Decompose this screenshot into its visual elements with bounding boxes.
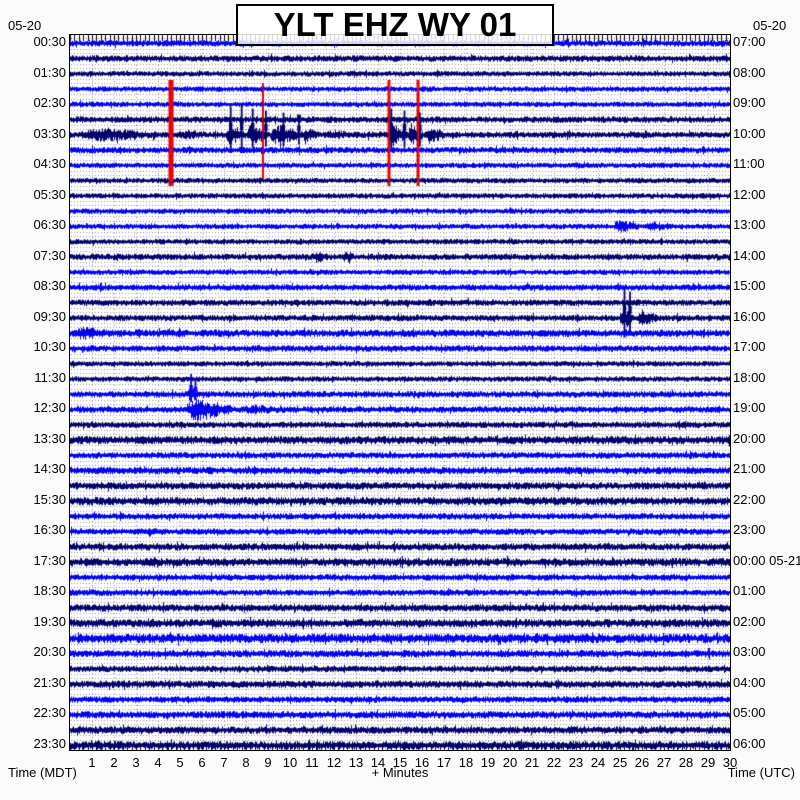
minute-label: 27 [656,755,672,770]
minute-label: 24 [590,755,606,770]
minute-label: 8 [242,755,250,770]
right-time-label: 14:00 [733,247,766,263]
left-time-label: 01:30 [33,64,66,80]
minute-label: 17 [436,755,452,770]
left-time-label: 05:30 [33,186,66,202]
right-time-label: 02:00 [733,613,766,629]
left-time-label: 11:30 [34,369,66,385]
minute-label: 11 [305,755,319,770]
right-time-label: 04:00 [733,674,766,690]
minute-label: 28 [678,755,694,770]
minutes-axis-title: + Minutes [371,765,429,780]
date-top-left: 05-20 [8,18,42,33]
right-time-label: 03:00 [733,644,766,660]
right-time-label: 15:00 [733,278,766,294]
left-time-label: 08:30 [33,278,66,294]
right-time-label: 18:00 [733,369,766,385]
minute-label: 19 [480,755,496,770]
minute-label: 1 [88,755,96,770]
right-time-label: 23:00 [733,522,766,538]
minute-label: 21 [524,755,540,770]
left-time-label: 10:30 [33,339,66,355]
station-title: YLT EHZ WY 01 [273,6,517,43]
right-time-label: 00:00 05-21 [733,552,800,568]
left-time-label: 22:30 [33,705,66,721]
left-time-label: 09:30 [33,308,66,324]
right-time-label: 21:00 [733,461,766,477]
minute-label: 2 [110,755,118,770]
right-time-label: 09:00 [733,95,766,111]
date-top-right: 05-20 [753,18,787,33]
minute-label: 3 [132,755,140,770]
right-time-label: 19:00 [733,400,766,416]
minute-label: 13 [348,755,364,770]
right-time-label: 06:00 [733,736,766,751]
left-time-label: 17:30 [33,552,66,568]
right-time-label: 11:00 [733,156,765,172]
minute-label: 26 [634,755,650,770]
left-time-label: 02:30 [33,95,66,111]
helicorder-plot-frame [69,34,731,751]
utc-axis-title: Time (UTC) [727,765,795,780]
minute-label: 7 [220,755,228,770]
right-time-label: 10:00 [733,125,766,141]
station-title-box: YLT EHZ WY 01 [236,4,554,46]
left-time-label: 13:30 [33,430,66,446]
left-time-label: 15:30 [33,491,66,507]
left-time-label: 00:30 [33,34,66,49]
right-time-label: 13:00 [733,217,766,233]
minute-label: 5 [176,755,184,770]
left-time-label: 19:30 [33,613,66,629]
right-time-label: 07:00 [733,34,766,49]
left-time-label: 23:30 [33,736,66,751]
minute-label: 12 [326,755,342,770]
minute-label: 22 [546,755,562,770]
right-time-label: 22:00 [733,491,766,507]
minute-label: 30 [722,755,738,770]
right-time-label: 17:00 [733,339,766,355]
left-time-label: 20:30 [33,644,66,660]
left-time-label: 18:30 [33,583,66,599]
left-time-label: 04:30 [33,156,66,172]
right-time-label: 16:00 [733,308,766,324]
left-time-label: 21:30 [33,674,66,690]
right-time-label: 12:00 [733,186,766,202]
left-time-label: 03:30 [33,125,66,141]
right-time-label: 01:00 [733,583,766,599]
left-time-label: 07:30 [33,247,66,263]
left-time-label: 16:30 [33,522,66,538]
right-time-label: 05:00 [733,705,766,721]
helicorder-canvas [70,35,730,750]
left-time-label: 06:30 [33,217,66,233]
minute-label: 20 [502,755,518,770]
minute-label: 15 [392,755,408,770]
minute-label: 6 [198,755,206,770]
minute-label: 25 [612,755,628,770]
left-time-label: 14:30 [33,461,66,477]
minute-label: 4 [154,755,162,770]
minute-label: 10 [282,755,298,770]
minute-label: 9 [264,755,272,770]
left-time-label: 12:30 [33,400,66,416]
minute-label: 18 [458,755,474,770]
minute-label: 14 [370,755,386,770]
minute-label: 16 [414,755,430,770]
right-time-label: 20:00 [733,430,766,446]
minute-label: 29 [700,755,716,770]
minute-label: 23 [568,755,584,770]
mdt-axis-title: Time (MDT) [8,765,77,780]
right-time-label: 08:00 [733,64,766,80]
